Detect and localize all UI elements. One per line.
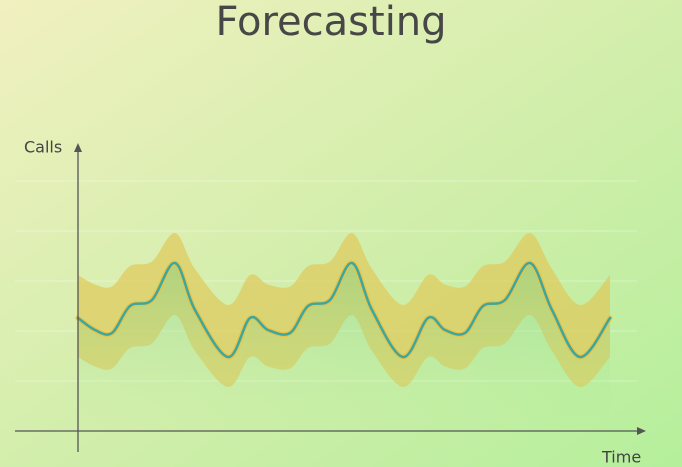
line-area bbox=[78, 262, 610, 431]
y-arrow bbox=[74, 143, 82, 152]
line bbox=[76, 261, 612, 359]
x-arrow bbox=[637, 427, 646, 435]
chart-title: Forecasting bbox=[215, 0, 446, 45]
x-axis-label: Time bbox=[601, 448, 641, 467]
y-axis-label: Calls bbox=[24, 138, 62, 157]
